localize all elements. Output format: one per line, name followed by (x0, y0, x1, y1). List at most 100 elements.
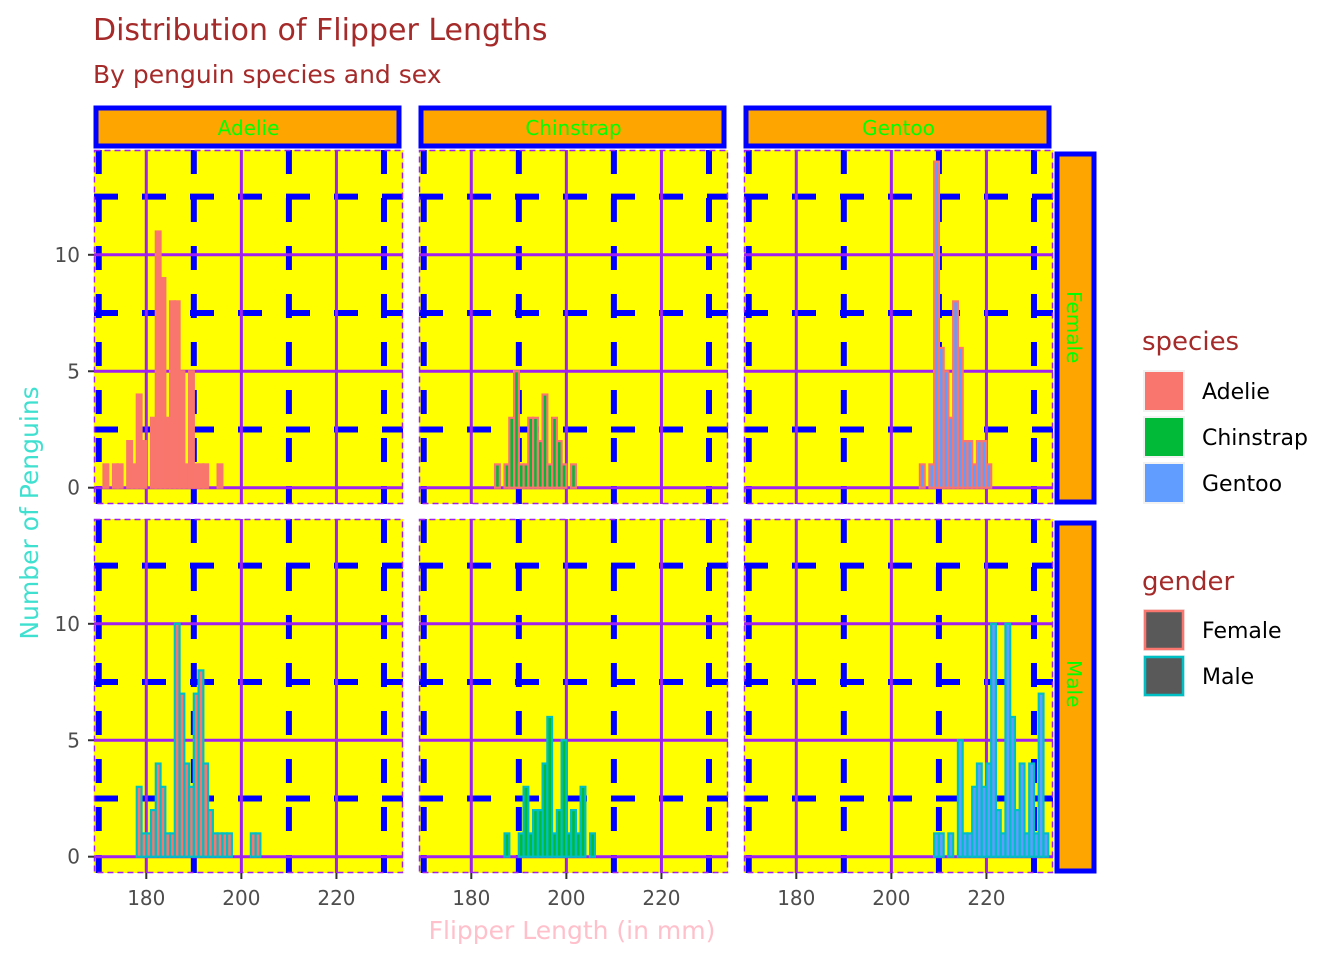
facet-strip-chinstrap (418, 105, 727, 149)
facet-strip-label: Chinstrap (525, 116, 621, 140)
y-tick-label: 10 (55, 243, 80, 267)
histogram-bars (503, 715, 596, 858)
histogram-bar (493, 463, 501, 489)
legend-species-title: species (1142, 327, 1239, 357)
histogram-bar (202, 463, 210, 489)
x-tick-label: 180 (777, 886, 815, 910)
histogram-bar (512, 370, 520, 489)
panel-gentoo-female (743, 149, 1054, 505)
histogram-bar (140, 440, 148, 489)
histogram-bar (956, 346, 964, 489)
chart-title: Distribution of Flipper Lengths (93, 13, 547, 48)
histogram-bar (1009, 715, 1017, 858)
legend-key-male (1143, 655, 1185, 697)
panel-grid (94, 150, 403, 504)
histogram-bar (1037, 692, 1045, 858)
histogram-bar (956, 739, 964, 858)
x-tick-label: 180 (127, 886, 165, 910)
facet-strip-adelie (93, 105, 402, 149)
legend-gender-title: gender (1142, 567, 1234, 597)
histogram-bar (560, 463, 568, 489)
histogram-bar (985, 463, 993, 489)
panel-border (93, 149, 404, 505)
legend-label: Chinstrap (1202, 426, 1308, 451)
histogram-bar (1042, 832, 1050, 858)
x-tick-label: 220 (317, 886, 355, 910)
y-tick-label: 0 (67, 476, 80, 500)
facet-strip-label: Male (1062, 660, 1086, 707)
legend-key-adelie (1145, 372, 1183, 410)
y-axis-label: Number of Penguins (15, 386, 44, 639)
histogram-bar (187, 370, 195, 489)
legend-key-gentoo (1145, 464, 1183, 502)
panel-grid (419, 519, 728, 873)
y-tick-label: 0 (67, 845, 80, 869)
facet-strip-label: Adelie (218, 116, 280, 140)
histogram-bar (546, 715, 554, 858)
legend-gender: gender Female Male (1142, 567, 1282, 697)
histogram-bar (1028, 762, 1036, 858)
panel-gentoo-male: 180 200 220 (743, 518, 1054, 910)
y-tick-label: 5 (67, 359, 80, 383)
x-tick-label: 180 (452, 886, 490, 910)
panel-adelie-female: 0 5 10 (55, 149, 404, 505)
histogram-bar (937, 832, 945, 858)
histogram-bar (1018, 762, 1026, 858)
histogram-bar (226, 832, 233, 858)
histogram-bar (216, 463, 224, 489)
panel-chinstrap-female (418, 149, 729, 505)
legend-species: species Adelie Chinstrap Gentoo (1142, 327, 1308, 504)
histogram-bar (589, 832, 596, 858)
histogram-bars (493, 370, 577, 489)
x-tick-label: 200 (547, 886, 585, 910)
histogram-bar (541, 393, 549, 489)
panel-background (744, 150, 1053, 504)
histogram-bar (522, 785, 530, 858)
histogram-bar (159, 785, 167, 858)
x-tick-label: 220 (642, 886, 680, 910)
histogram-bar (990, 622, 998, 858)
histogram-bar (135, 785, 143, 858)
histogram-bars (918, 160, 993, 489)
histogram-bar (560, 739, 568, 858)
panel-border (743, 149, 1054, 505)
panel-grid (744, 519, 1053, 873)
y-tick-label: 5 (67, 728, 80, 752)
x-axis-label: Flipper Length (in mm) (429, 916, 716, 945)
histogram-bar (102, 463, 110, 489)
x-tick-label: 200 (872, 886, 910, 910)
y-tick-label: 10 (55, 612, 80, 636)
histogram-bar (159, 276, 167, 489)
panel-chinstrap-male: 180 200 220 (418, 518, 729, 910)
x-tick-label: 220 (967, 886, 1005, 910)
facet-strip-label: Female (1062, 291, 1086, 363)
facet-strip-label: Gentoo (862, 116, 935, 140)
x-tick-label: 200 (222, 886, 260, 910)
histogram-bars (933, 622, 1050, 858)
facet-strip-female (1054, 151, 1097, 505)
legend-key-female (1143, 609, 1185, 651)
panel-border (93, 518, 404, 874)
histogram-bar (503, 832, 511, 858)
histogram-bar (933, 160, 941, 489)
panel-border (418, 518, 729, 874)
legend-label: Adelie (1202, 380, 1270, 405)
panel-border (418, 149, 729, 505)
panel-border (743, 518, 1054, 874)
panel-adelie-male: 0 5 10 180 200 220 (55, 518, 404, 910)
legend-label: Gentoo (1202, 472, 1282, 497)
chart-subtitle: By penguin species and sex (93, 60, 442, 89)
histogram-bar (178, 370, 186, 489)
legend-label: Male (1202, 665, 1254, 690)
facet-strip-male (1054, 520, 1097, 874)
panel-background (419, 150, 728, 504)
histogram-bar (570, 463, 577, 489)
panel-grid (419, 150, 728, 504)
histogram-bar (579, 785, 587, 858)
legend-key-chinstrap (1145, 418, 1183, 456)
histogram-bar (918, 463, 926, 489)
histogram-bar (116, 463, 124, 489)
legend-label: Female (1202, 619, 1282, 644)
facet-grid: Adelie Chinstrap Gentoo Female Male 0 5 10 0 5 10 1… (55, 105, 1097, 910)
